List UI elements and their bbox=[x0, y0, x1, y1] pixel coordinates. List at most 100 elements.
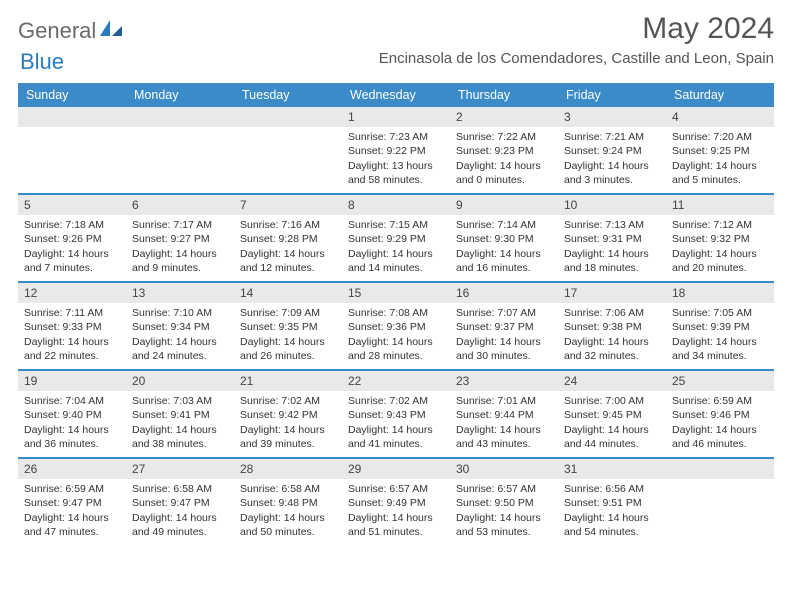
sunset-text: Sunset: 9:40 PM bbox=[24, 408, 120, 422]
sunrise-text: Sunrise: 7:11 AM bbox=[24, 306, 120, 320]
day-details: Sunrise: 7:05 AMSunset: 9:39 PMDaylight:… bbox=[666, 303, 774, 368]
sunset-text: Sunset: 9:27 PM bbox=[132, 232, 228, 246]
day-details: Sunrise: 7:00 AMSunset: 9:45 PMDaylight:… bbox=[558, 391, 666, 456]
daylight-text: Daylight: 14 hours and 54 minutes. bbox=[564, 511, 660, 539]
daylight-text: Daylight: 14 hours and 39 minutes. bbox=[240, 423, 336, 451]
day-details: Sunrise: 6:57 AMSunset: 9:49 PMDaylight:… bbox=[342, 479, 450, 544]
day-number: 6 bbox=[126, 195, 234, 215]
sunrise-text: Sunrise: 7:01 AM bbox=[456, 394, 552, 408]
daylight-text: Daylight: 14 hours and 47 minutes. bbox=[24, 511, 120, 539]
day-details: Sunrise: 7:06 AMSunset: 9:38 PMDaylight:… bbox=[558, 303, 666, 368]
sunset-text: Sunset: 9:31 PM bbox=[564, 232, 660, 246]
day-cell: 16Sunrise: 7:07 AMSunset: 9:37 PMDayligh… bbox=[450, 283, 558, 369]
day-number: 8 bbox=[342, 195, 450, 215]
sunset-text: Sunset: 9:37 PM bbox=[456, 320, 552, 334]
sunset-text: Sunset: 9:46 PM bbox=[672, 408, 768, 422]
daylight-text: Daylight: 14 hours and 14 minutes. bbox=[348, 247, 444, 275]
day-number: 13 bbox=[126, 283, 234, 303]
day-number: 19 bbox=[18, 371, 126, 391]
sunset-text: Sunset: 9:34 PM bbox=[132, 320, 228, 334]
day-number: 27 bbox=[126, 459, 234, 479]
daylight-text: Daylight: 14 hours and 34 minutes. bbox=[672, 335, 768, 363]
daylight-text: Daylight: 14 hours and 36 minutes. bbox=[24, 423, 120, 451]
day-cell: 18Sunrise: 7:05 AMSunset: 9:39 PMDayligh… bbox=[666, 283, 774, 369]
day-details: Sunrise: 7:02 AMSunset: 9:43 PMDaylight:… bbox=[342, 391, 450, 456]
daylight-text: Daylight: 14 hours and 44 minutes. bbox=[564, 423, 660, 451]
sunrise-text: Sunrise: 7:00 AM bbox=[564, 394, 660, 408]
day-cell bbox=[234, 107, 342, 193]
day-cell: 24Sunrise: 7:00 AMSunset: 9:45 PMDayligh… bbox=[558, 371, 666, 457]
daylight-text: Daylight: 14 hours and 30 minutes. bbox=[456, 335, 552, 363]
sunset-text: Sunset: 9:24 PM bbox=[564, 144, 660, 158]
sunset-text: Sunset: 9:36 PM bbox=[348, 320, 444, 334]
daylight-text: Daylight: 14 hours and 0 minutes. bbox=[456, 159, 552, 187]
dayhead-wednesday: Wednesday bbox=[342, 83, 450, 107]
sunset-text: Sunset: 9:44 PM bbox=[456, 408, 552, 422]
day-cell bbox=[666, 459, 774, 545]
sunset-text: Sunset: 9:42 PM bbox=[240, 408, 336, 422]
sunset-text: Sunset: 9:23 PM bbox=[456, 144, 552, 158]
logo: General bbox=[18, 12, 124, 44]
day-number: 4 bbox=[666, 107, 774, 127]
daylight-text: Daylight: 14 hours and 3 minutes. bbox=[564, 159, 660, 187]
title-block: May 2024 Encinasola de los Comendadores,… bbox=[379, 12, 774, 67]
day-details: Sunrise: 7:09 AMSunset: 9:35 PMDaylight:… bbox=[234, 303, 342, 368]
sunrise-text: Sunrise: 6:58 AM bbox=[240, 482, 336, 496]
sunrise-text: Sunrise: 7:21 AM bbox=[564, 130, 660, 144]
day-details: Sunrise: 6:58 AMSunset: 9:48 PMDaylight:… bbox=[234, 479, 342, 544]
sunset-text: Sunset: 9:26 PM bbox=[24, 232, 120, 246]
sunrise-text: Sunrise: 6:57 AM bbox=[456, 482, 552, 496]
sunset-text: Sunset: 9:50 PM bbox=[456, 496, 552, 510]
day-cell: 23Sunrise: 7:01 AMSunset: 9:44 PMDayligh… bbox=[450, 371, 558, 457]
sunrise-text: Sunrise: 7:06 AM bbox=[564, 306, 660, 320]
day-number: 11 bbox=[666, 195, 774, 215]
dayhead-friday: Friday bbox=[558, 83, 666, 107]
sunrise-text: Sunrise: 7:02 AM bbox=[240, 394, 336, 408]
sunrise-text: Sunrise: 6:58 AM bbox=[132, 482, 228, 496]
day-number: 3 bbox=[558, 107, 666, 127]
daylight-text: Daylight: 14 hours and 46 minutes. bbox=[672, 423, 768, 451]
sunrise-text: Sunrise: 6:59 AM bbox=[672, 394, 768, 408]
daylight-text: Daylight: 14 hours and 28 minutes. bbox=[348, 335, 444, 363]
sunrise-text: Sunrise: 7:23 AM bbox=[348, 130, 444, 144]
day-cell: 29Sunrise: 6:57 AMSunset: 9:49 PMDayligh… bbox=[342, 459, 450, 545]
day-number: 5 bbox=[18, 195, 126, 215]
month-title: May 2024 bbox=[379, 12, 774, 46]
day-details: Sunrise: 6:59 AMSunset: 9:47 PMDaylight:… bbox=[18, 479, 126, 544]
daylight-text: Daylight: 14 hours and 32 minutes. bbox=[564, 335, 660, 363]
day-number: 15 bbox=[342, 283, 450, 303]
day-cell: 14Sunrise: 7:09 AMSunset: 9:35 PMDayligh… bbox=[234, 283, 342, 369]
day-number: 20 bbox=[126, 371, 234, 391]
daylight-text: Daylight: 13 hours and 58 minutes. bbox=[348, 159, 444, 187]
sunrise-text: Sunrise: 7:12 AM bbox=[672, 218, 768, 232]
sunset-text: Sunset: 9:51 PM bbox=[564, 496, 660, 510]
day-cell: 3 Sunrise: 7:21 AMSunset: 9:24 PMDaylight… bbox=[558, 107, 666, 193]
location-text: Encinasola de los Comendadores, Castille… bbox=[379, 50, 774, 67]
day-cell: 28Sunrise: 6:58 AMSunset: 9:48 PMDayligh… bbox=[234, 459, 342, 545]
sunrise-text: Sunrise: 7:22 AM bbox=[456, 130, 552, 144]
dayhead-saturday: Saturday bbox=[666, 83, 774, 107]
day-cell: 15Sunrise: 7:08 AMSunset: 9:36 PMDayligh… bbox=[342, 283, 450, 369]
day-details: Sunrise: 6:57 AMSunset: 9:50 PMDaylight:… bbox=[450, 479, 558, 544]
day-cell bbox=[126, 107, 234, 193]
day-number: 24 bbox=[558, 371, 666, 391]
day-number-empty bbox=[126, 107, 234, 127]
sunrise-text: Sunrise: 7:20 AM bbox=[672, 130, 768, 144]
day-number: 2 bbox=[450, 107, 558, 127]
day-number-empty bbox=[234, 107, 342, 127]
logo-word-general: General bbox=[18, 18, 96, 44]
day-number: 26 bbox=[18, 459, 126, 479]
day-cell: 1 Sunrise: 7:23 AMSunset: 9:22 PMDaylight… bbox=[342, 107, 450, 193]
day-details: Sunrise: 7:11 AMSunset: 9:33 PMDaylight:… bbox=[18, 303, 126, 368]
sunrise-text: Sunrise: 7:07 AM bbox=[456, 306, 552, 320]
sunset-text: Sunset: 9:33 PM bbox=[24, 320, 120, 334]
sunrise-text: Sunrise: 7:03 AM bbox=[132, 394, 228, 408]
daylight-text: Daylight: 14 hours and 41 minutes. bbox=[348, 423, 444, 451]
day-cell: 8Sunrise: 7:15 AMSunset: 9:29 PMDaylight… bbox=[342, 195, 450, 281]
day-cell: 22Sunrise: 7:02 AMSunset: 9:43 PMDayligh… bbox=[342, 371, 450, 457]
daylight-text: Daylight: 14 hours and 12 minutes. bbox=[240, 247, 336, 275]
day-number: 7 bbox=[234, 195, 342, 215]
sunset-text: Sunset: 9:22 PM bbox=[348, 144, 444, 158]
day-number: 1 bbox=[342, 107, 450, 127]
sunset-text: Sunset: 9:32 PM bbox=[672, 232, 768, 246]
